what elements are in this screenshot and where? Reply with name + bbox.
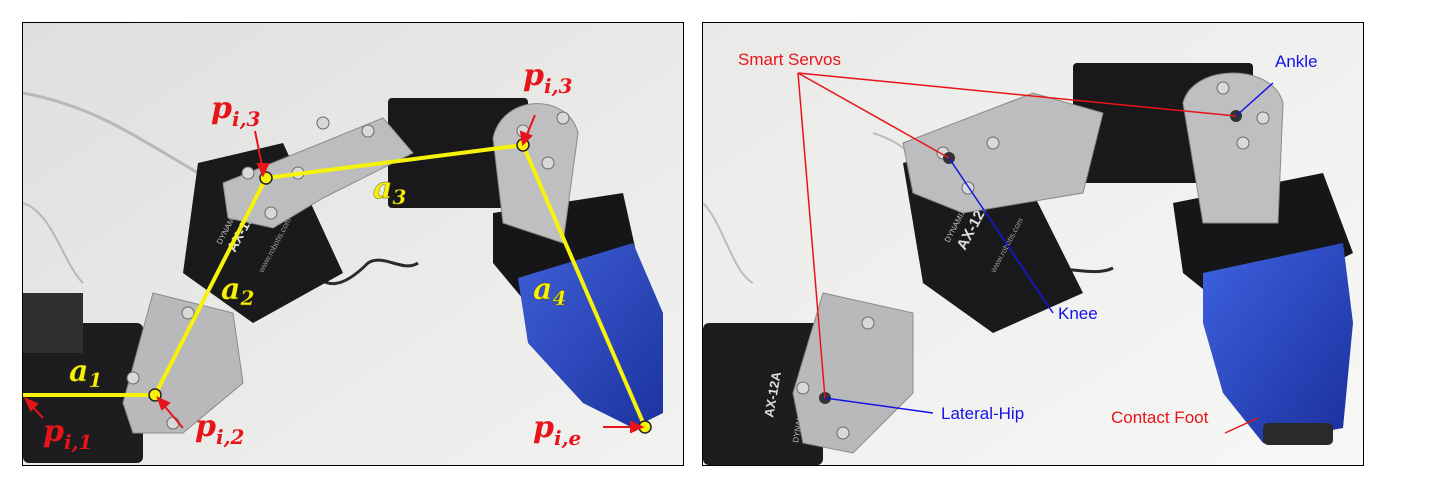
label-p-ankle: pi,3 [523, 58, 573, 98]
hip-bracket [792, 292, 914, 454]
servo-bracket [23, 293, 83, 353]
label-p-knee: pi,3 [211, 91, 261, 131]
label-p-hip: pi,2 [195, 409, 245, 449]
label-a1: a1 [69, 354, 102, 392]
label-knee: Knee [1058, 304, 1098, 323]
label-p-end: pi,e [533, 410, 581, 450]
label-a3: a3 [373, 171, 406, 209]
label-p-base: pi,1 [43, 414, 92, 454]
label-contact-foot: Contact Foot [1111, 408, 1209, 427]
left-photo-panel: AX-12A DYNAMIXEL www.robotis.com pi,3 pi… [22, 22, 684, 466]
cable [703, 202, 754, 284]
cable [23, 202, 84, 284]
left-photo-svg: AX-12A DYNAMIXEL www.robotis.com pi,3 pi… [23, 23, 683, 465]
label-smart-servos: Smart Servos [738, 50, 841, 69]
knee-bracket [902, 92, 1104, 214]
label-ankle: Ankle [1275, 52, 1318, 71]
ankle-bracket [1182, 72, 1284, 224]
label-lateral-hip: Lateral-Hip [941, 404, 1024, 423]
label-a2: a2 [221, 272, 254, 310]
smart-servos-leaders [797, 72, 1259, 434]
pointer-arrows [23, 114, 645, 434]
right-photo-svg: AX-12A DYNAMIXEL AX-12A DYNAMIXEL www.ro… [703, 23, 1363, 465]
label-a4: a4 [533, 272, 566, 310]
joint-leaders [824, 82, 1274, 414]
right-photo-panel: AX-12A DYNAMIXEL AX-12A DYNAMIXEL www.ro… [702, 22, 1364, 466]
hip-servo [703, 323, 823, 465]
blue-foot [1203, 243, 1353, 443]
foot-pad [1263, 423, 1333, 445]
